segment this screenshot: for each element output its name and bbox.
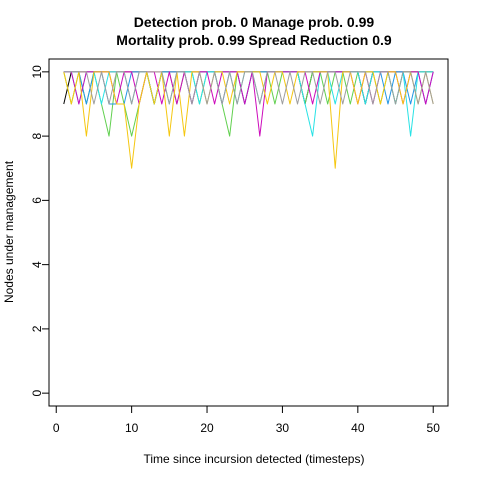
x-axis-label: Time since incursion detected (timesteps… bbox=[144, 452, 365, 466]
chart-title-line-1: Detection prob. 0 Manage prob. 0.99 bbox=[134, 14, 375, 30]
y-tick-label: 4 bbox=[30, 261, 44, 268]
y-tick-label: 2 bbox=[30, 325, 44, 332]
plot-frame bbox=[48, 58, 449, 407]
x-tick-label: 50 bbox=[427, 421, 441, 435]
y-axis: 0 2 4 6 8 10 bbox=[30, 65, 50, 396]
x-axis: 0 10 20 30 40 50 bbox=[53, 405, 441, 435]
x-tick-label: 40 bbox=[351, 421, 365, 435]
y-tick-label: 6 bbox=[30, 197, 44, 204]
series-layer bbox=[63, 71, 434, 169]
series-line-8 bbox=[63, 71, 434, 105]
x-tick-label: 10 bbox=[125, 421, 139, 435]
chart-title-line-2: Mortality prob. 0.99 Spread Reduction 0.… bbox=[116, 32, 392, 48]
x-tick-label: 0 bbox=[53, 421, 60, 435]
y-tick-label: 10 bbox=[30, 65, 44, 79]
y-tick-label: 8 bbox=[30, 132, 44, 139]
y-axis-label: Nodes under management bbox=[2, 160, 16, 303]
y-tick-label: 0 bbox=[30, 389, 44, 396]
x-tick-label: 20 bbox=[200, 421, 214, 435]
x-tick-label: 30 bbox=[276, 421, 290, 435]
